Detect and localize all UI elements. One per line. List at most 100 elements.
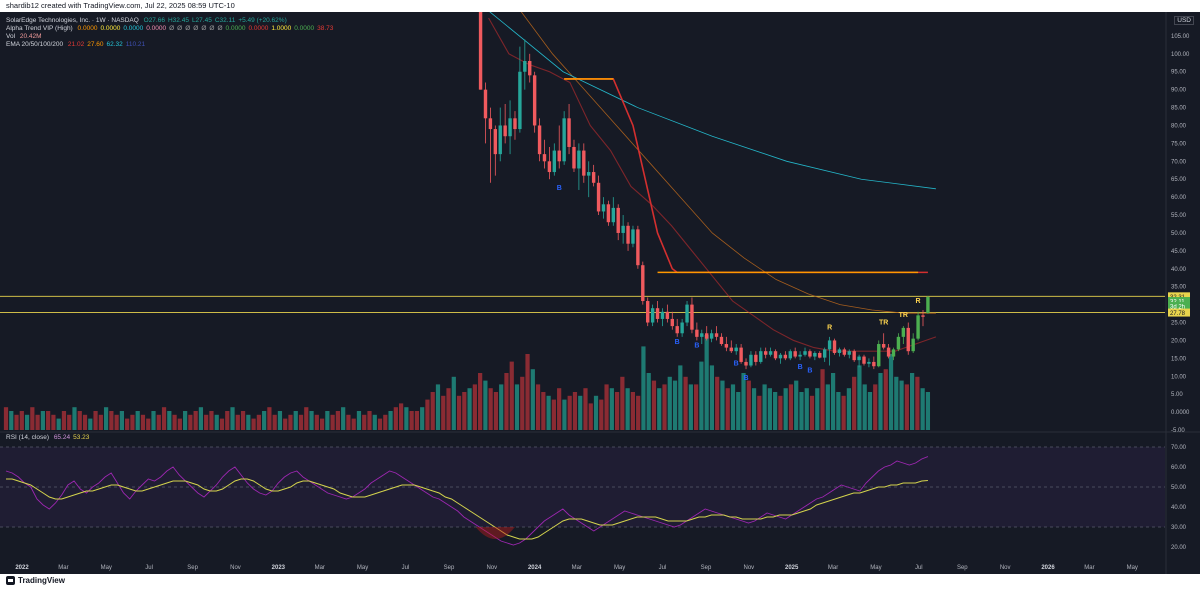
candle-body	[842, 349, 847, 355]
volume-bar	[219, 418, 225, 430]
vol-label[interactable]: Vol	[6, 33, 16, 40]
volume-bar	[420, 407, 425, 430]
volume-bar	[709, 365, 715, 430]
candle-body	[709, 333, 714, 339]
time-tick-label: Nov	[230, 565, 241, 571]
time-tick-label: Sep	[187, 565, 198, 571]
rsi-label[interactable]: RSI (14, close)	[6, 434, 49, 441]
volume-bar	[114, 414, 119, 430]
candle-body	[685, 304, 689, 323]
candle-body	[877, 344, 881, 367]
candle-body	[803, 351, 807, 355]
candle-body	[552, 150, 557, 173]
time-tick-label: May	[1127, 565, 1138, 571]
price-tick-label: 10.00	[1171, 374, 1187, 380]
rsi-line	[5, 456, 929, 546]
volume-bar	[372, 414, 377, 430]
price-tick-label: 55.00	[1171, 213, 1187, 219]
price-tick-label: 15.00	[1171, 356, 1187, 362]
volume-bar	[483, 380, 488, 430]
price-tick-label: 75.00	[1171, 141, 1187, 147]
candle-body	[675, 326, 679, 334]
time-tick-label: Sep	[444, 565, 455, 571]
alpha-value: 0.0000	[123, 25, 144, 32]
volume-bar	[878, 373, 883, 430]
candle-body	[759, 351, 763, 362]
volume-bar	[746, 380, 751, 430]
candle-body	[680, 322, 684, 334]
volume-bar	[567, 395, 572, 430]
alpha-label[interactable]: Alpha Trend VIP (High)	[6, 25, 73, 32]
currency-badge[interactable]: USD	[1174, 16, 1194, 25]
alpha-value: 1.0000	[271, 25, 292, 32]
ema-value: 62.32	[106, 41, 123, 48]
price-tick-label: 50.00	[1171, 231, 1187, 237]
volume-bar	[198, 407, 204, 430]
rsi-tick-label: 50.00	[1171, 485, 1187, 491]
price-tick-label: 35.00	[1171, 285, 1187, 291]
volume-bar	[910, 373, 915, 430]
candle-body	[655, 308, 660, 319]
volume-bar	[883, 369, 888, 430]
volume-bar	[514, 384, 520, 430]
price-tick-label: 85.00	[1171, 106, 1187, 112]
candle-body	[670, 318, 674, 327]
volume-bar	[188, 414, 193, 430]
alpha-value: Ø	[185, 25, 191, 32]
volume-bar	[272, 414, 277, 430]
price-tick-label: 20.00	[1171, 338, 1187, 344]
time-tick-label: Nov	[1000, 565, 1011, 571]
legend-vol-row: Vol 20.42M	[6, 33, 45, 40]
legend-ema-row: EMA 20/50/100/200 21.02 27.60 62.32 110.21	[6, 41, 151, 48]
volume-bar	[841, 395, 846, 430]
symbol-name[interactable]: SolarEdge Technologies, Inc. · 1W · NASD…	[6, 17, 139, 24]
volume-bar	[367, 411, 372, 430]
candle-body	[798, 354, 802, 357]
ohlc-value: C32.11	[214, 17, 236, 24]
volume-bar	[925, 392, 931, 430]
volume-bar	[240, 411, 246, 430]
price-tag	[1168, 302, 1190, 311]
time-tick-label: Nov	[744, 565, 755, 571]
volume-bar	[325, 411, 330, 430]
alpha-value: Ø	[169, 25, 175, 32]
volume-bar	[177, 418, 182, 430]
time-tick-label: 2024	[528, 565, 542, 571]
volume-bar	[657, 388, 662, 430]
time-tick-label: May	[101, 565, 112, 571]
volume-bar	[288, 414, 293, 430]
alpha-value: Ø	[209, 25, 215, 32]
candle-body	[523, 60, 527, 72]
candle-body	[577, 150, 581, 169]
volume-bar	[235, 414, 240, 430]
chart-canvas[interactable]: 105.00 100.00 95.00 90.00 85.00 80.00 75.00 70.…	[0, 12, 1200, 574]
candle-body	[503, 125, 507, 137]
alpha-value: 0.0000	[77, 25, 98, 32]
volume-bar	[125, 418, 130, 430]
time-tick-label: Mar	[828, 565, 838, 571]
signal-label: B	[694, 343, 699, 350]
volume-bar	[836, 392, 841, 430]
candle-body	[808, 351, 812, 357]
tradingview-logo[interactable]: TradingView	[6, 576, 65, 585]
volume-bar	[535, 384, 541, 430]
candle-body	[881, 344, 886, 348]
volume-bar	[35, 414, 40, 430]
candle-body	[616, 207, 620, 233]
time-tick-label: Jul	[402, 565, 410, 571]
candle-body	[906, 327, 910, 352]
candle-body	[700, 333, 704, 337]
ema-label[interactable]: EMA 20/50/100/200	[6, 41, 64, 48]
candle-body	[532, 75, 537, 126]
candle-body	[818, 352, 822, 358]
candle-body	[582, 150, 586, 176]
volume-bar	[30, 407, 35, 430]
candle-body	[886, 347, 891, 357]
volume-bar	[609, 388, 614, 430]
candle-body	[739, 347, 743, 362]
volume-bar	[799, 392, 804, 430]
volume-bar	[788, 384, 794, 430]
volume-bar	[388, 411, 393, 430]
signal-label: B	[807, 368, 812, 375]
volume-bar	[646, 373, 651, 430]
